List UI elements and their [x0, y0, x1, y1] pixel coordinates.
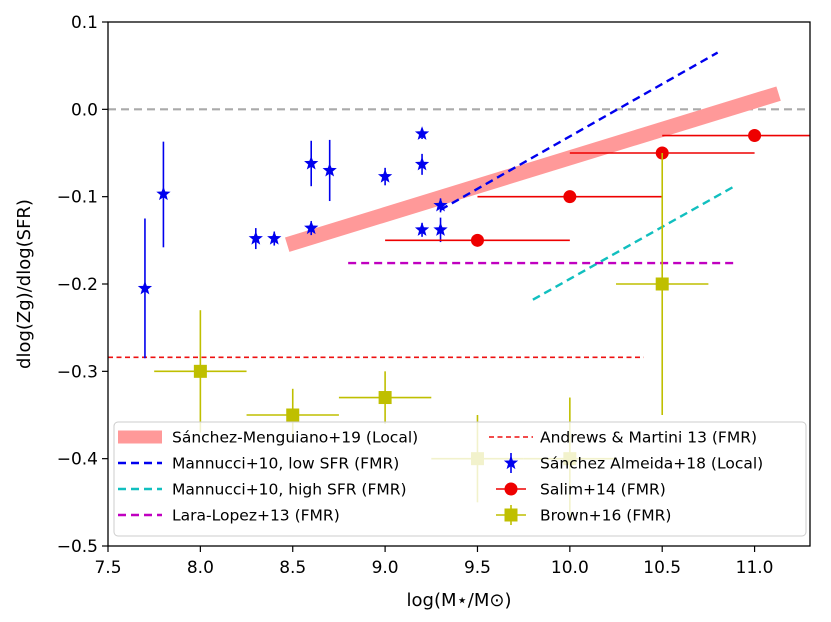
data-point-star [137, 280, 153, 295]
series-line-2 [532, 184, 737, 301]
legend-box [113, 421, 807, 537]
legend: Sánchez-Menguiano+19 (Local) Mannucci+10,… [113, 421, 807, 537]
y-tick-label: −0.2 [57, 275, 98, 295]
data-point-circle [748, 129, 762, 143]
data-point-star [267, 231, 282, 245]
data-point-star [377, 169, 393, 183]
y-tick-label: −0.5 [57, 537, 98, 557]
legend-label: Lara-Lopez+13 (FMR) [172, 507, 340, 525]
legend-handle-square [504, 508, 518, 522]
legend-label: Sánchez-Menguiano+19 (Local) [172, 429, 418, 447]
data-point-star [414, 222, 430, 236]
legend-label: Brown+16 (FMR) [540, 507, 671, 525]
data-point-square [193, 364, 207, 378]
data-point-star [414, 156, 430, 171]
y-tick-label: −0.1 [57, 188, 98, 208]
data-point-star [304, 220, 319, 235]
legend-label: Sánchez Almeida+18 (Local) [540, 455, 763, 473]
series-line-1 [439, 51, 719, 211]
data-point-circle [470, 233, 484, 247]
legend-label: Andrews & Martini 13 (FMR) [540, 429, 757, 447]
y-tick-label: −0.4 [57, 450, 98, 470]
data-point-star [304, 155, 319, 170]
legend-handle-star [503, 455, 519, 470]
axes: 7.5 8.0 8.5 9.0 9.5 10.0 10.5 11.0 0.1 0.0 −0.1 −0.… [14, 13, 811, 611]
y-tick-label: 0.0 [71, 100, 98, 120]
y-tick-label: −0.3 [57, 362, 98, 382]
data-point-star [156, 186, 171, 201]
legend-label: Salim+14 (FMR) [540, 481, 666, 499]
x-tick-label: 8.0 [187, 558, 214, 578]
data-point-star [414, 126, 430, 140]
y-tick-label: 0.1 [71, 13, 98, 33]
y-axis-label: dlog(Zg)/dlog(SFR) [14, 199, 35, 369]
legend-handle-circle [504, 482, 518, 496]
data-point-star [433, 222, 448, 236]
x-tick-label: 10.5 [643, 558, 681, 578]
data-point-square [655, 277, 669, 291]
x-axis-label: log(M⋆/M⊙) [407, 590, 512, 611]
series-band-local-gradient [284, 86, 781, 252]
x-tick-label: 10.0 [551, 558, 589, 578]
legend-label: Mannucci+10, low SFR (FMR) [172, 455, 399, 473]
data-point-star [433, 197, 448, 212]
x-tick-label: 9.0 [372, 558, 399, 578]
legend-label: Mannucci+10, high SFR (FMR) [172, 481, 407, 499]
plot-content [108, 51, 810, 520]
data-point-square [286, 408, 300, 422]
x-tick-label: 11.0 [736, 558, 774, 578]
data-point-square [378, 391, 392, 405]
data-point-star [248, 231, 263, 245]
x-tick-label: 9.5 [464, 558, 491, 578]
x-tick-label: 8.5 [279, 558, 306, 578]
data-point-circle [563, 190, 577, 204]
data-point-star [322, 162, 337, 177]
x-tick-label: 7.5 [94, 558, 121, 578]
